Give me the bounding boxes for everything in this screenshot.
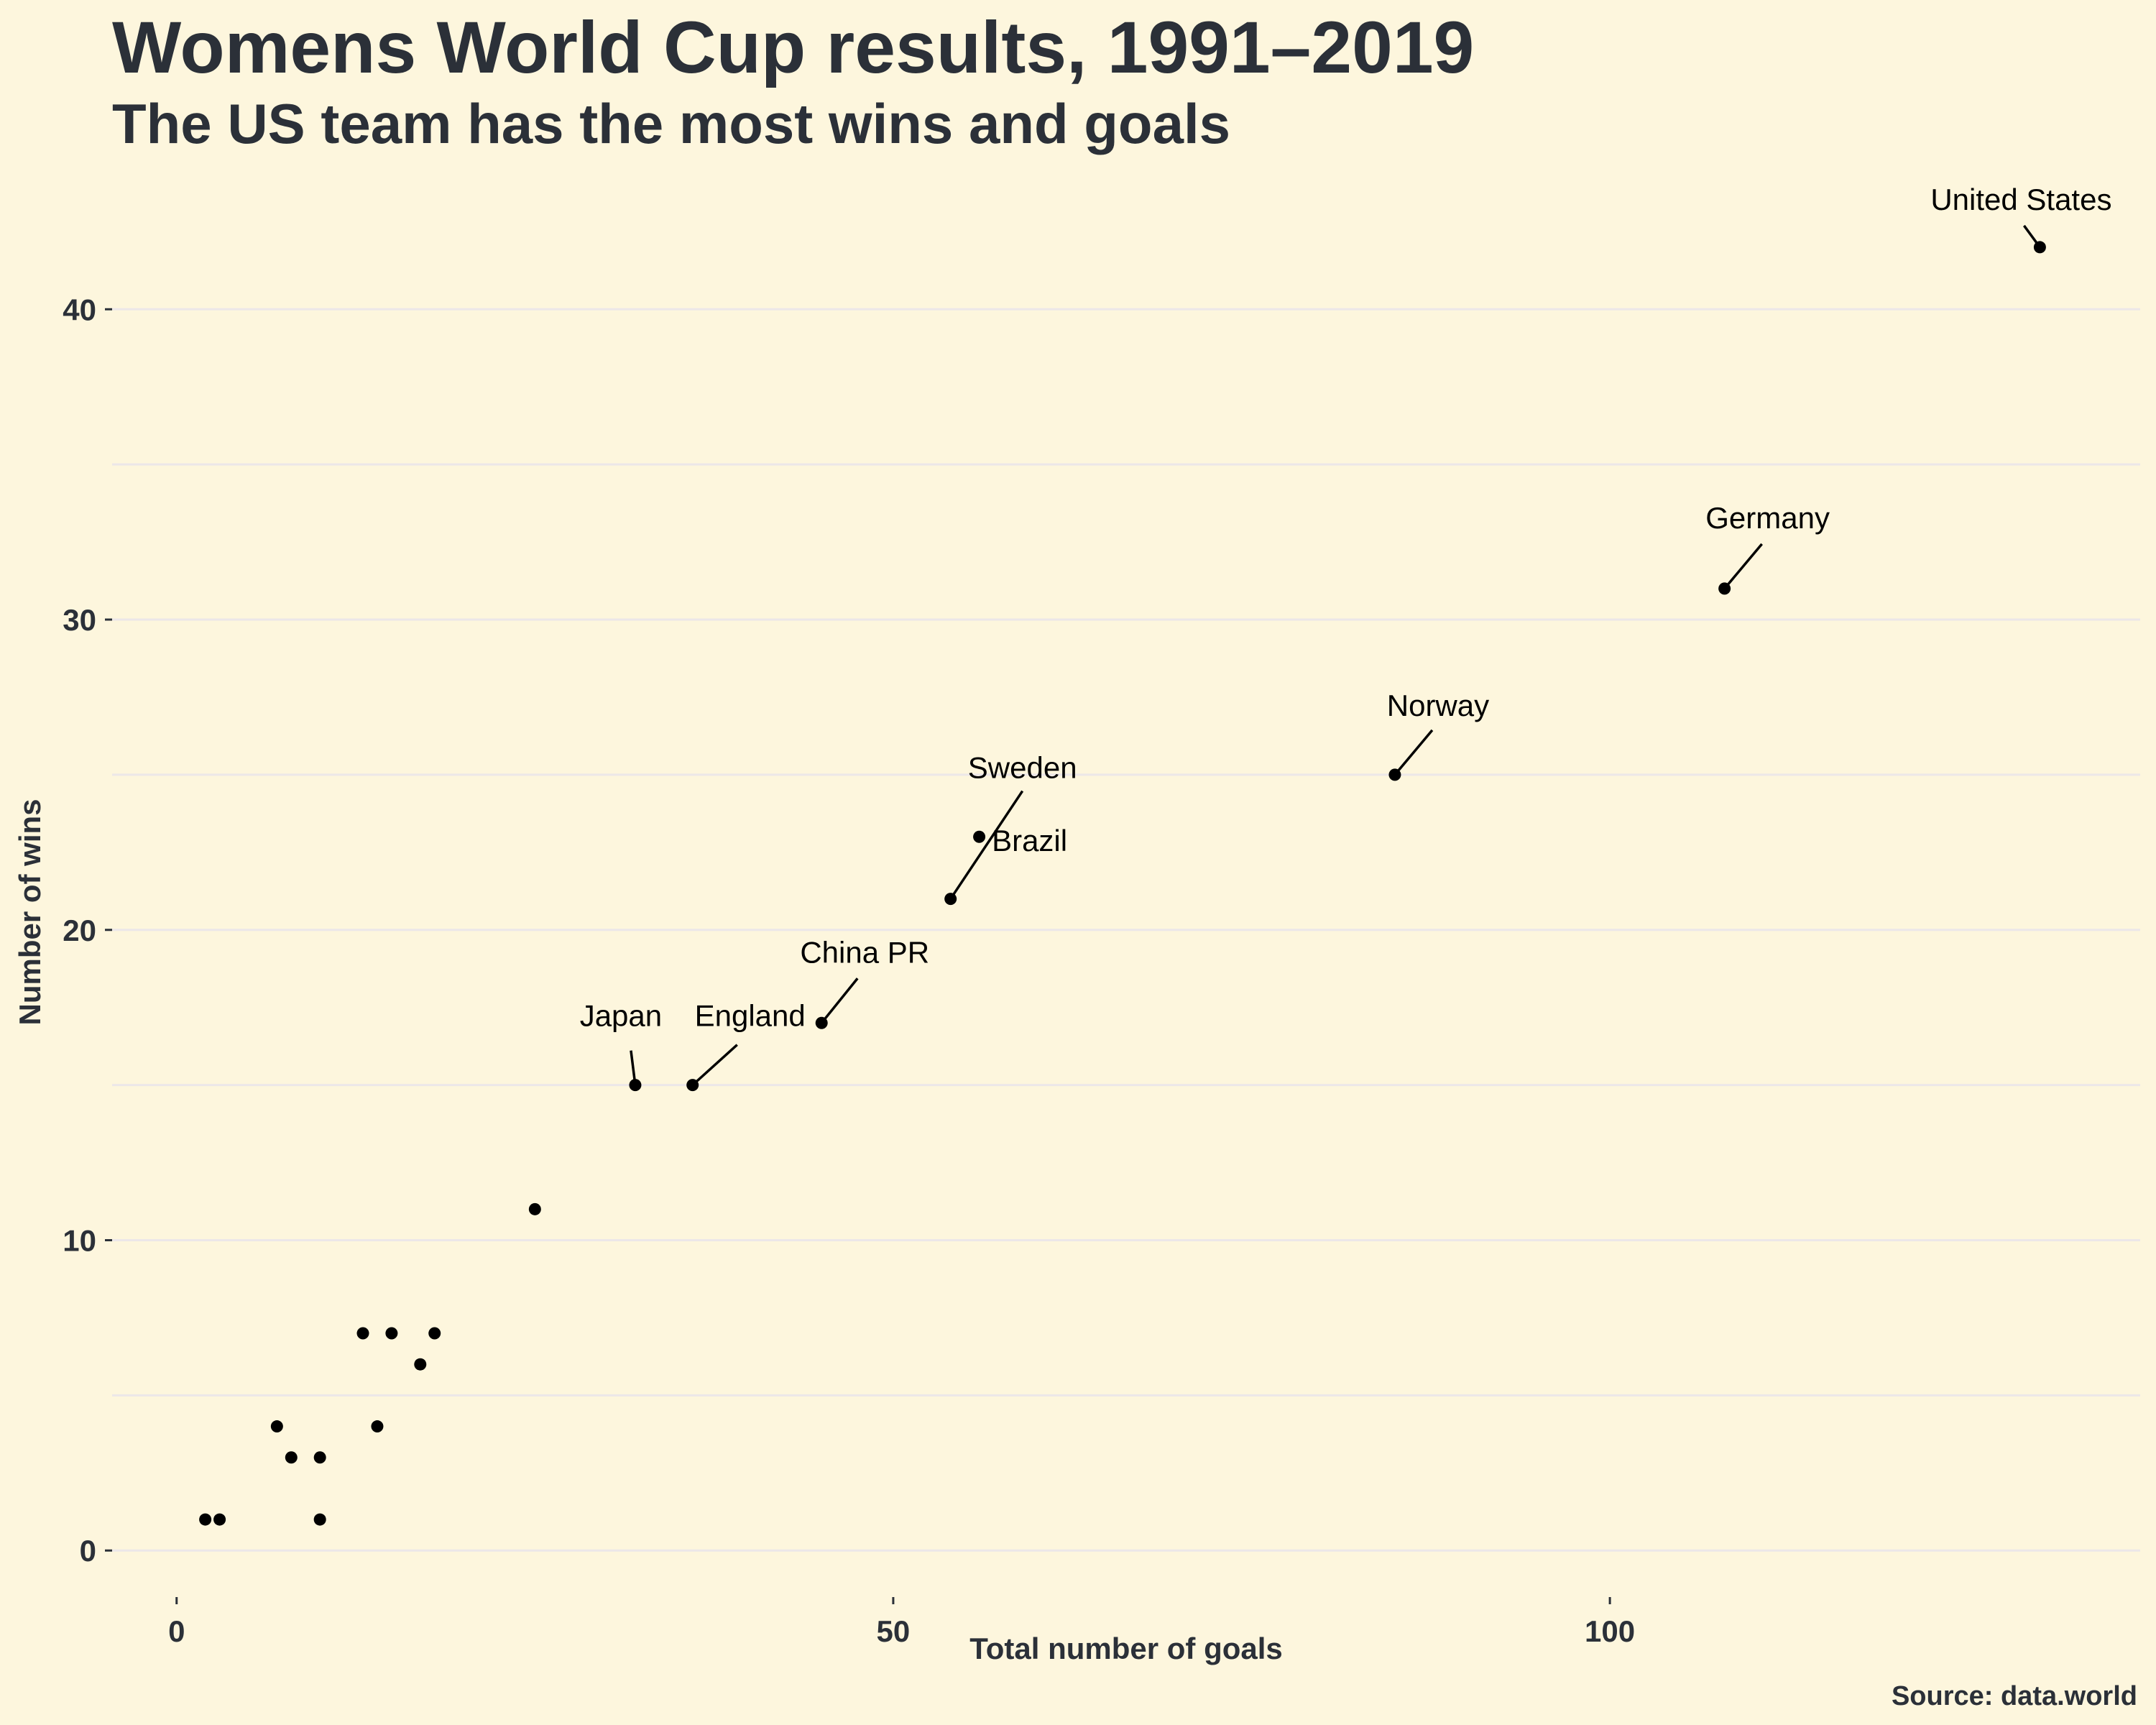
data-point: [944, 893, 957, 906]
point-label: Japan: [580, 999, 662, 1033]
data-point: [428, 1327, 441, 1340]
label-leader-line: [1393, 729, 1434, 776]
data-point: [629, 1079, 642, 1092]
data-point: [686, 1079, 699, 1092]
data-point: [528, 1202, 541, 1215]
point-label: Sweden: [968, 751, 1077, 785]
label-leader-line: [820, 978, 859, 1024]
point-label: England: [695, 999, 806, 1033]
data-point: [414, 1358, 427, 1371]
chart-subtitle: The US team has the most wins and goals: [112, 92, 1231, 155]
point-label: Brazil: [992, 824, 1067, 857]
label-leader-line: [1723, 543, 1763, 589]
label-leader-line: [691, 1044, 738, 1086]
data-point: [313, 1513, 326, 1526]
y-tick-label: 30: [63, 603, 96, 637]
point-label: China PR: [800, 935, 929, 969]
data-point: [2033, 241, 2046, 254]
point-label: United States: [1930, 183, 2111, 216]
data-point: [815, 1016, 828, 1029]
source-caption: Source: data.world: [1891, 1681, 2137, 1711]
data-point: [213, 1513, 226, 1526]
y-tick-label: 40: [63, 293, 96, 326]
data-point: [1718, 582, 1731, 595]
x-axis-title: Total number of goals: [969, 1632, 1283, 1665]
data-point: [270, 1420, 283, 1433]
x-tick-label: 0: [168, 1614, 185, 1648]
data-point: [371, 1420, 384, 1433]
data-point: [385, 1327, 398, 1340]
point-label: Germany: [1705, 501, 1830, 535]
x-tick-label: 50: [877, 1614, 911, 1648]
y-tick-label: 0: [80, 1534, 96, 1568]
y-tick-label: 20: [63, 914, 96, 947]
data-point: [1388, 768, 1401, 781]
data-point: [356, 1327, 369, 1340]
data-point: [285, 1451, 298, 1464]
chart-title: Womens World Cup results, 1991–2019: [112, 6, 1475, 88]
y-axis-title: Number of wins: [13, 799, 47, 1025]
point-label: Norway: [1387, 689, 1489, 722]
label-leader-line: [949, 790, 1024, 900]
data-point: [313, 1451, 326, 1464]
data-point: [199, 1513, 212, 1526]
data-point: [973, 830, 986, 843]
x-tick-label: 100: [1585, 1614, 1635, 1648]
y-tick-label: 10: [63, 1224, 96, 1258]
